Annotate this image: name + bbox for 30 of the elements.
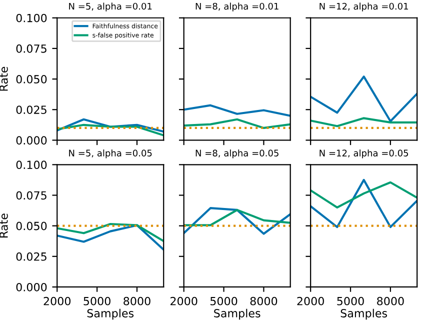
y-axis-title: Rate xyxy=(0,214,8,238)
x-tick-label: 8000 xyxy=(124,296,150,306)
chart-title: N =12, alpha =0.05 xyxy=(320,149,408,158)
y-tick-label: 0.050 xyxy=(16,75,47,84)
chart-title: N =8, alpha =0.05 xyxy=(196,149,278,158)
x-tick-label: 5000 xyxy=(337,296,364,306)
y-tick-label: 0.000 xyxy=(16,136,47,145)
y-tick-label: 0.075 xyxy=(16,44,46,53)
y-tick-label: 0.000 xyxy=(16,282,47,292)
x-tick-label: 5000 xyxy=(210,296,238,306)
y-tick-label: 0.025 xyxy=(16,106,46,114)
x-tick-label: 2000 xyxy=(297,296,324,306)
chart-title: N =12, alpha =0.01 xyxy=(320,2,408,12)
x-tick-label: 8000 xyxy=(377,296,404,306)
x-axis-title: Samples xyxy=(214,308,260,320)
y-tick-label: 0.050 xyxy=(16,222,47,230)
chart-title: N =8, alpha =0.01 xyxy=(196,2,278,12)
y-tick-label: 0.025 xyxy=(16,252,46,261)
y-tick-label: 0.100 xyxy=(16,160,47,170)
y-tick-label: 0.100 xyxy=(16,14,47,22)
x-tick-label: 2000 xyxy=(170,296,198,306)
y-axis-title: Rate xyxy=(0,66,8,91)
y-tick-label: 0.075 xyxy=(16,191,46,200)
x-tick-label: 2000 xyxy=(44,296,71,306)
x-axis-title: Samples xyxy=(340,308,388,320)
x-tick-label: 5000 xyxy=(84,296,110,306)
chart-title: N =5, alpha =0.01 xyxy=(69,2,152,12)
x-axis-title: Samples xyxy=(87,308,134,320)
chart-title: N =5, alpha =0.05 xyxy=(69,149,152,158)
x-tick-label: 8000 xyxy=(250,296,278,306)
